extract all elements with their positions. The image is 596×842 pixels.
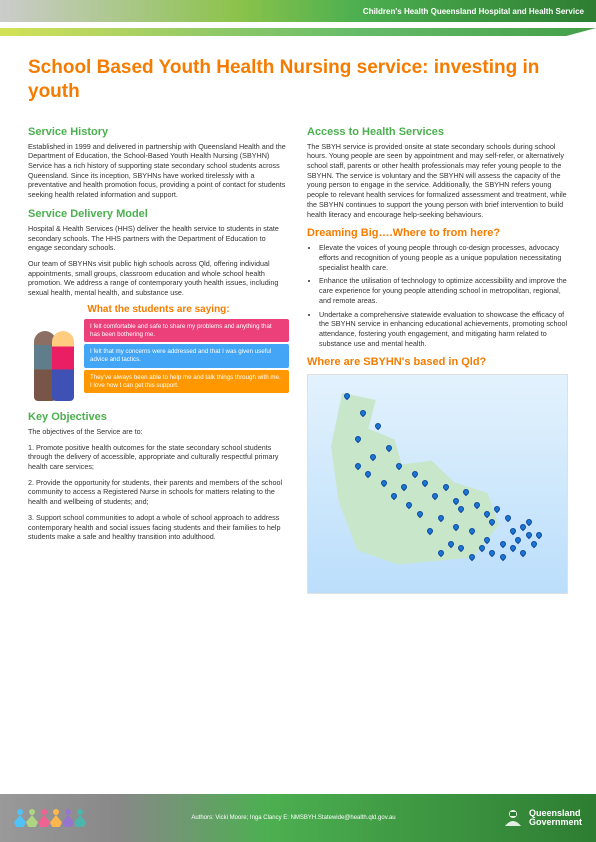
coat-of-arms-icon <box>501 806 525 830</box>
para-delivery-1: Hospital & Health Services (HHS) deliver… <box>28 224 289 253</box>
map-pin-icon <box>504 514 512 522</box>
page-body: School Based Youth Health Nursing servic… <box>0 36 596 654</box>
objectives-intro: The objectives of the Service are to: <box>28 427 289 437</box>
left-column: Service History Established in 1999 and … <box>28 118 289 595</box>
objective-1: 1. Promote positive health outcomes for … <box>28 443 289 472</box>
map-pin-icon <box>374 422 382 430</box>
columns: Service History Established in 1999 and … <box>28 118 568 595</box>
logo-text: Queensland Government <box>529 809 582 827</box>
student-avatars <box>28 319 80 401</box>
heading-access: Access to Health Services <box>307 126 568 138</box>
header-band: Children's Health Queensland Hospital an… <box>0 0 596 22</box>
person-icon <box>62 809 74 827</box>
qld-map <box>307 374 568 594</box>
dream-item: Elevate the voices of young people throu… <box>319 243 568 272</box>
para-delivery-2: Our team of SBYHNs visit public high sch… <box>28 259 289 298</box>
person-icon <box>26 809 38 827</box>
dream-item: Enhance the utilisation of technology to… <box>319 276 568 305</box>
heading-map: Where are SBYHN's based in Qld? <box>307 356 568 368</box>
page-title: School Based Youth Health Nursing servic… <box>28 56 568 104</box>
accent-band <box>0 28 596 36</box>
footer-band: Authors: Vicki Moore; Inga Clancy E: NMS… <box>0 794 596 842</box>
heading-objectives: Key Objectives <box>28 411 289 423</box>
map-pin-icon <box>524 531 532 539</box>
objective-3: 3. Support school communities to adopt a… <box>28 513 289 542</box>
person-icon <box>38 809 50 827</box>
quote-bubble: I felt that my concerns were addressed a… <box>84 344 289 368</box>
saying-block: What the students are saying: I felt com… <box>28 304 289 401</box>
people-silhouettes-icon <box>14 809 86 827</box>
dream-item: Undertake a comprehensive statewide eval… <box>319 310 568 349</box>
map-pin-icon <box>498 553 506 561</box>
person-icon <box>14 809 26 827</box>
queensland-gov-logo: Queensland Government <box>501 806 582 830</box>
map-pin-icon <box>488 549 496 557</box>
map-pin-icon <box>478 544 486 552</box>
dream-list: Elevate the voices of young people throu… <box>307 243 568 348</box>
map-pin-icon <box>493 505 501 513</box>
objective-2: 2. Provide the opportunity for students,… <box>28 478 289 507</box>
heading-dream: Dreaming Big….Where to from here? <box>307 227 568 239</box>
header-org: Children's Health Queensland Hospital an… <box>363 7 584 16</box>
map-pin-icon <box>519 549 527 557</box>
quote-bubbles: I felt comfortable and safe to share my … <box>84 319 289 394</box>
map-pin-icon <box>498 540 506 548</box>
avatar-icon <box>52 331 74 401</box>
authors-text: Authors: Vicki Moore; Inga Clancy E: NMS… <box>191 815 395 821</box>
map-pin-icon <box>514 536 522 544</box>
heading-delivery: Service Delivery Model <box>28 208 289 220</box>
map-pin-icon <box>535 531 543 539</box>
person-icon <box>74 809 86 827</box>
para-access: The SBYH service is provided onsite at s… <box>307 142 568 220</box>
quote-bubble: They've always been able to help me and … <box>84 370 289 394</box>
map-pin-icon <box>509 527 517 535</box>
map-pin-icon <box>529 540 537 548</box>
logo-line2: Government <box>529 818 582 827</box>
saying-row: I felt comfortable and safe to share my … <box>28 319 289 401</box>
map-pin-icon <box>509 544 517 552</box>
heading-history: Service History <box>28 126 289 138</box>
person-icon <box>50 809 62 827</box>
quote-bubble: I felt comfortable and safe to share my … <box>84 319 289 343</box>
heading-saying: What the students are saying: <box>28 304 289 315</box>
right-column: Access to Health Services The SBYH servi… <box>307 118 568 595</box>
para-history: Established in 1999 and delivered in par… <box>28 142 289 200</box>
